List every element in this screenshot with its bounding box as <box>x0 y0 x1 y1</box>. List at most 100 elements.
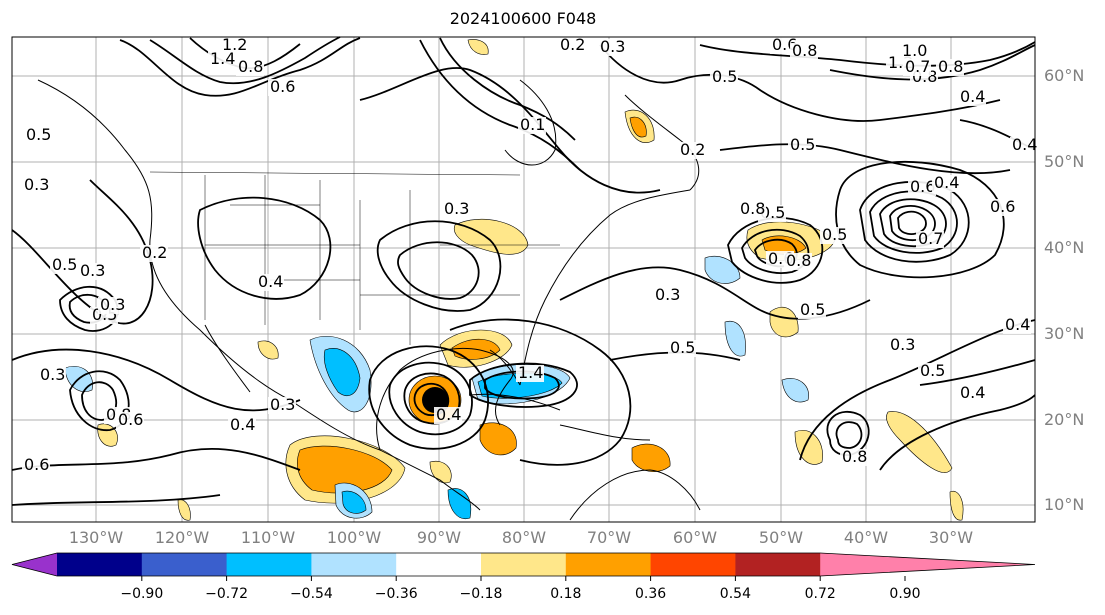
contour-label: 0.3 <box>444 199 469 218</box>
lat-label: 10°N <box>1044 495 1085 514</box>
contour-label: 0.2 <box>680 140 705 159</box>
contour-label: 0.3 <box>655 285 680 304</box>
contour-label: 0.4 <box>258 272 283 291</box>
map-title: 2024100600 F048 <box>449 9 597 28</box>
contour-atl-big-3 <box>879 198 947 248</box>
contour-label: 0.2 <box>142 243 167 262</box>
lat-label: 30°N <box>1044 324 1085 343</box>
lon-label: 110°W <box>240 528 296 547</box>
coast-canada-east <box>624 94 700 191</box>
contour-n-3 <box>439 37 576 141</box>
lon-label: 100°W <box>326 528 382 547</box>
contour-sw-3 <box>11 348 301 412</box>
anomaly-blue-pacific <box>341 490 367 514</box>
contour-se-3 <box>799 319 1036 461</box>
contour-label: 0.6 <box>118 410 143 429</box>
colorbar-tick-label: 0.90 <box>889 586 921 602</box>
coastlines <box>37 79 701 521</box>
anomaly-yellow-bot <box>949 490 964 521</box>
contours <box>11 36 1036 506</box>
contour-label: 1.0 <box>902 41 927 60</box>
contour-label: 0.2 <box>560 35 585 54</box>
contour-n-1 <box>359 67 661 194</box>
contour-label: 0.3 <box>100 295 125 314</box>
shaded-anomalies <box>64 39 964 521</box>
lat-label: 20°N <box>1044 410 1085 429</box>
contour-label: 1.2 <box>222 35 247 54</box>
colorbar-tick-label: 0.72 <box>804 586 836 602</box>
contour-h-2 <box>388 361 473 436</box>
anomaly-cyan-atl <box>704 256 741 284</box>
contour-s-1 <box>11 447 301 471</box>
anomaly-yellow-atl2 <box>769 306 799 338</box>
contour-label: 0.3 <box>24 175 49 194</box>
contour-label: 0.5 <box>822 225 847 244</box>
anomaly-orange-carib <box>479 422 517 456</box>
contour-atl-big-6 <box>835 160 1005 279</box>
coast-carib <box>559 424 651 441</box>
coast-cuba <box>469 393 561 411</box>
contour-label: 0.5 <box>670 338 695 357</box>
contour-label: 0.3 <box>890 335 915 354</box>
contour-label: 0.5 <box>26 125 51 144</box>
contour-label: 0.8 <box>238 57 263 76</box>
lat-label: 40°N <box>1044 238 1085 257</box>
lon-label: 80°W <box>501 528 547 547</box>
colorbar-tick-label: 0.54 <box>719 586 751 602</box>
map-frame <box>11 36 1036 523</box>
anomaly-yellow-w2 <box>257 340 279 360</box>
anomaly-orange-canada <box>629 116 647 138</box>
contour-label: 1.4 <box>518 363 543 382</box>
coast-sa <box>569 469 701 521</box>
contour-label: 0.4 <box>1005 315 1030 334</box>
contour-label: 0.5 <box>800 300 825 319</box>
coast-west-na <box>37 79 481 511</box>
contour-e-1 <box>919 359 1036 386</box>
contour-carib-1 <box>449 318 632 466</box>
contour-label: 0.6 <box>270 77 295 96</box>
contour-label: 0.6 <box>24 455 49 474</box>
contour-se-2 <box>835 421 863 449</box>
contour-atl-big-1 <box>859 180 970 263</box>
contour-label: 0.3 <box>80 261 105 280</box>
colorbar-tick-label: 0.18 <box>550 586 582 602</box>
contour-c-3 <box>397 241 480 300</box>
contour-nw-2 <box>149 36 341 85</box>
anomaly-blue-gulf <box>323 348 361 396</box>
colorbar-tick-label: −0.54 <box>289 586 333 602</box>
contour-atl-big-4 <box>889 205 936 242</box>
contour-label: 0.5 <box>52 255 77 274</box>
anomaly-yellow-top <box>467 39 489 55</box>
contour-label: 0.6 <box>910 177 935 196</box>
contour-label: 0.4 <box>1012 135 1037 154</box>
colorbar-tick-label: −0.72 <box>205 586 249 602</box>
contour-n-2 <box>419 39 581 171</box>
lat-label: 60°N <box>1044 66 1085 85</box>
borders <box>149 171 560 345</box>
contour-label: 1.4 <box>210 49 235 68</box>
anomaly-cyan-pacific2 <box>447 488 472 520</box>
lon-label: 40°W <box>843 528 889 547</box>
contour-se-4 <box>879 394 1036 471</box>
contour-label: 0.4 <box>230 415 255 434</box>
contour-label: 0.8 <box>938 57 963 76</box>
contour-label: 0.5 <box>712 67 737 86</box>
contour-labels: 1.20.80.61.4 1.21.00.80.70.60.80.80.50.5 0… <box>22 35 1038 474</box>
colorbar-tick-label: −0.90 <box>120 586 164 602</box>
lon-label: 30°W <box>928 528 974 547</box>
contour-label: 0.5 <box>760 203 785 222</box>
contour-label: 0.5 <box>920 361 945 380</box>
coast-hudson <box>504 79 557 166</box>
contour-label: 0.4 <box>960 383 985 402</box>
contour-label: 0.5 <box>790 135 815 154</box>
anomaly-yellow-se <box>886 411 953 473</box>
contour-label: 0.1 <box>520 115 545 134</box>
contour-nw-1 <box>119 37 361 97</box>
contour-c-2 <box>376 220 502 312</box>
lon-label: 120°W <box>154 528 210 547</box>
contour-label: 0.4 <box>436 405 461 424</box>
contour-c-1 <box>197 196 332 300</box>
contour-bahama-1 <box>469 362 578 408</box>
contour-h-1 <box>368 345 489 450</box>
